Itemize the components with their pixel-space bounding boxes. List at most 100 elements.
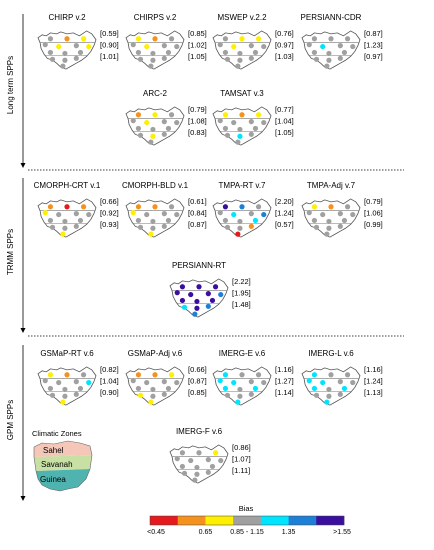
station-dot [152, 204, 158, 210]
station-dot [205, 291, 211, 297]
station-dot [137, 224, 144, 230]
station-dot [47, 217, 54, 224]
panel: TAMSAT v.3 [0.77] [1.04] [1.05] [212, 89, 294, 146]
station-dot [255, 112, 262, 118]
group-label-trmm: TRMM SPPs [6, 229, 15, 275]
station-dot [135, 204, 142, 210]
station-dot [224, 224, 231, 230]
station-dot [218, 457, 224, 464]
station-dot [150, 50, 156, 57]
nigeria-map [301, 366, 361, 406]
station-dot [248, 131, 254, 137]
nigeria-map [37, 198, 97, 238]
station-dot [150, 393, 156, 399]
station-dot [179, 463, 186, 470]
station-dot [60, 399, 66, 405]
station-dot [350, 379, 356, 386]
station-dot [248, 211, 254, 217]
ratio-sahel: [0.66] [188, 365, 207, 374]
panel-title: ARC-2 [143, 89, 168, 98]
panel: ARC-2 [0.79] [1.08] [0.83] [125, 89, 207, 146]
panel-title: CHIRP v.2 [48, 13, 86, 22]
station-dot [252, 125, 259, 132]
panel-title: PERSIANN-RT [172, 261, 226, 270]
ratio-sahel: [0.77] [275, 105, 294, 114]
panel-title: TMPA-RT v.7 [219, 181, 267, 190]
legend-swatch [177, 516, 206, 525]
station-dot [196, 450, 202, 456]
ratio-savanah: [1.02] [188, 41, 207, 50]
nigeria-map [125, 30, 185, 70]
station-dot [222, 385, 229, 392]
station-dot [248, 391, 254, 397]
panel: MSWEP v.2.2 [0.76] [0.97] [1.03] [212, 13, 294, 70]
station-dot [47, 372, 54, 378]
legend-color-bar [149, 515, 345, 526]
station-dot [239, 36, 245, 42]
station-dot [188, 457, 194, 464]
station-dot [222, 49, 229, 56]
station-dot [224, 392, 231, 398]
station-dot [135, 49, 142, 56]
station-dot [174, 211, 180, 218]
nigeria-map [125, 366, 185, 406]
station-dot [130, 210, 136, 216]
station-dot [62, 50, 68, 57]
station-dot [237, 133, 243, 139]
station-dot [222, 112, 229, 118]
station-dot [165, 49, 172, 56]
panel-title: GSMaP-RT v.6 [40, 349, 94, 358]
ratio-sahel: [2.20] [275, 197, 294, 206]
station-dot [179, 450, 186, 456]
ratio-guinea: [1.05] [275, 128, 294, 137]
station-dot [62, 225, 68, 231]
station-dot [237, 225, 243, 231]
station-dot [252, 385, 259, 392]
ratio-savanah: [1.27] [275, 377, 294, 386]
climatic-zones-inset: Climatic Zones Sahel Savanah Guinea [32, 429, 93, 492]
ratio-guinea: [1.11] [232, 466, 250, 475]
station-dot [224, 56, 231, 62]
station-dot [341, 49, 348, 56]
station-dot [60, 231, 66, 237]
panel-title: CMORPH-BLD v.1 [122, 181, 189, 190]
station-dot [135, 217, 142, 224]
station-dot [181, 304, 188, 310]
nigeria-map [169, 278, 229, 318]
ratio-savanah: [0.97] [275, 41, 294, 50]
station-dot [62, 386, 68, 393]
ratio-guinea: [1.13] [364, 388, 383, 397]
station-dot [73, 55, 79, 61]
panel: TMPA-Adj v.7 [0.79] [1.06] [0.99] [301, 181, 383, 238]
ratio-sahel: [0.61] [188, 197, 207, 206]
station-dot [135, 112, 142, 118]
zone-label-sahel: Sahel [43, 446, 64, 455]
station-dot [161, 131, 167, 137]
zone-label-savanah: Savanah [41, 460, 73, 469]
panel-title: IMERG-L v.6 [308, 349, 354, 358]
station-dot [306, 210, 312, 216]
panel: GSMaP-RT v.6 [0.82] [1.04] [0.90] [37, 349, 119, 406]
ratio-savanah: [0.87] [188, 377, 207, 386]
station-dot [237, 50, 243, 57]
legend-tick-label: 0.85 - 1.15 [230, 529, 264, 536]
station-dot [326, 393, 332, 399]
station-dot [248, 379, 254, 385]
station-dot [326, 218, 332, 225]
nigeria-map [301, 30, 361, 70]
ratio-guinea: [1.48] [232, 300, 251, 309]
station-dot [313, 224, 320, 230]
panel-title: IMERG-E v.6 [219, 349, 266, 358]
station-dot [80, 204, 87, 210]
station-dot [235, 63, 241, 69]
ratio-sahel: [0.85] [188, 29, 207, 38]
station-dot [261, 379, 267, 386]
station-dot [135, 36, 142, 42]
panel: CMORPH-BLD v.1 [0.61] [0.84] [0.87] [122, 181, 207, 238]
ratio-sahel: [2.22] [232, 277, 251, 286]
ratio-savanah: [0.90] [100, 41, 119, 50]
station-dot [320, 379, 326, 386]
zone-savanah-area [34, 455, 92, 471]
legend-tick-label: 1.35 [282, 529, 296, 536]
ratio-guinea: [1.05] [188, 52, 207, 61]
